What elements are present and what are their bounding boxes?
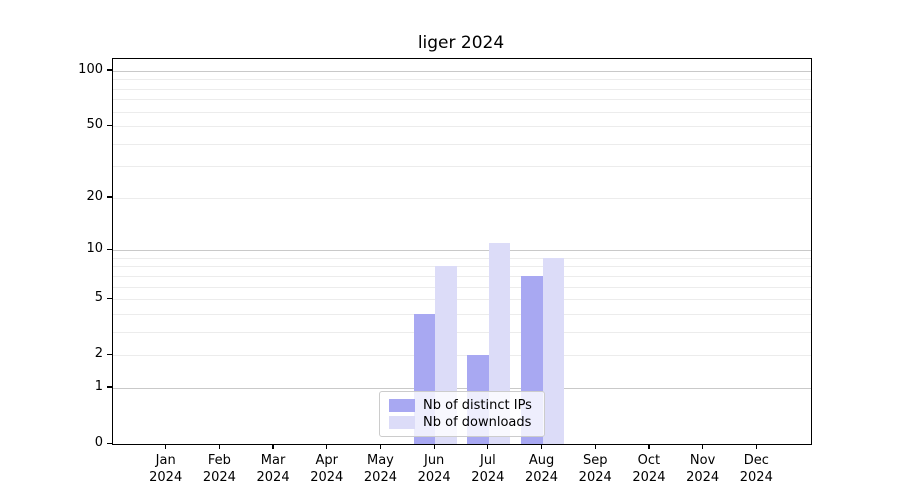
y-tick-mark [107, 297, 112, 299]
y-tick-mark [107, 69, 112, 71]
y-tick-label: 0 [94, 435, 103, 450]
gridline-minor [113, 143, 811, 145]
y-tick-label: 50 [86, 117, 103, 133]
y-tick-mark [107, 124, 112, 126]
y-tick-label: 1 [94, 378, 103, 394]
x-tick-mark [540, 444, 543, 449]
y-tick-mark [107, 353, 112, 355]
x-tick-mark [594, 444, 596, 449]
bar-downloads-aug-2024 [542, 257, 564, 444]
x-tick-mark [755, 444, 757, 449]
gridline-minor [113, 299, 811, 301]
gridline-minor [113, 355, 811, 357]
gridline-major [113, 70, 811, 72]
x-tick-label: Apr 2024 [310, 453, 344, 485]
y-tick-mark [107, 196, 112, 198]
x-tick-mark [702, 444, 704, 449]
gridline-major [113, 387, 811, 389]
x-tick-mark [326, 444, 328, 449]
x-tick-mark [648, 444, 650, 449]
legend-row: Nb of downloads [389, 414, 535, 431]
gridline-minor [113, 313, 811, 315]
gridline-minor [113, 126, 811, 128]
x-tick-label: Oct 2024 [632, 453, 666, 485]
gridline-minor [113, 79, 811, 81]
x-tick-mark [218, 444, 220, 449]
chart-title: liger 2024 [417, 33, 505, 53]
y-tick-label: 10 [86, 241, 103, 257]
legend: Nb of distinct IPs Nb of downloads [379, 391, 545, 437]
gridline-minor [113, 275, 811, 277]
x-tick-mark [165, 444, 167, 449]
x-tick-label: Jul 2024 [471, 453, 505, 485]
x-tick-label: Nov 2024 [686, 453, 720, 485]
y-tick-mark [107, 386, 112, 388]
x-tick-label: Jan 2024 [149, 453, 183, 485]
y-tick-label: 20 [86, 188, 103, 204]
gridline-minor [113, 99, 811, 101]
x-tick-label: May 2024 [363, 453, 397, 485]
y-tick-label: 2 [94, 346, 103, 362]
gridline-minor [113, 331, 811, 333]
legend-label: Nb of distinct IPs [423, 397, 532, 413]
legend-swatch-downloads [389, 416, 415, 429]
x-tick-mark [272, 444, 274, 449]
gridline-minor [113, 266, 811, 268]
gridline-minor [113, 111, 811, 113]
legend-row: Nb of distinct IPs [389, 397, 535, 414]
gridline-minor [113, 197, 811, 199]
legend-swatch-distinct-ips [389, 399, 415, 412]
x-tick-mark [487, 444, 489, 449]
x-tick-label: Dec 2024 [739, 453, 773, 485]
x-tick-mark [379, 444, 382, 449]
gridline-minor [113, 257, 811, 259]
gridline-minor [113, 88, 811, 90]
x-tick-label: Sep 2024 [578, 453, 612, 485]
y-tick-label: 5 [94, 290, 103, 306]
gridline-minor [113, 286, 811, 288]
x-tick-mark [433, 444, 435, 449]
gridline-major [113, 250, 811, 252]
x-tick-label: Feb 2024 [202, 453, 236, 485]
y-tick-label: 100 [78, 61, 103, 77]
legend-label: Nb of downloads [423, 414, 532, 430]
y-tick-mark [107, 248, 112, 250]
x-tick-label: Mar 2024 [256, 453, 290, 485]
x-tick-label: Jun 2024 [417, 453, 451, 485]
x-tick-label: Aug 2024 [524, 453, 559, 485]
y-tick-mark [107, 442, 112, 444]
gridline-minor [113, 166, 811, 168]
plot-area [112, 58, 812, 445]
